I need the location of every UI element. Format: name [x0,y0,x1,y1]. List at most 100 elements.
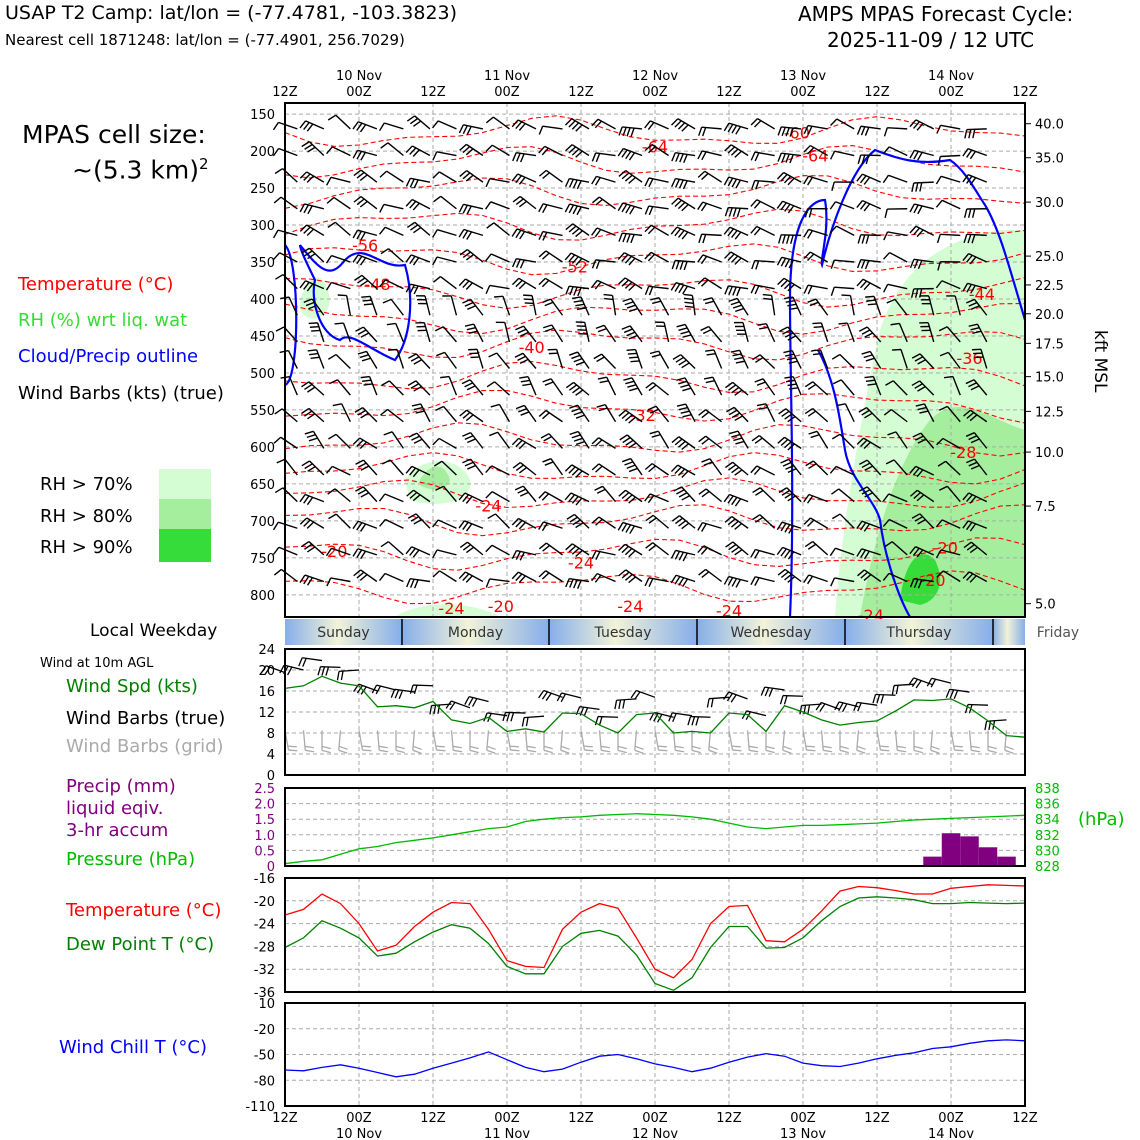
wind-barb-flag [618,699,622,709]
pressure-tick-label: 830 [1035,844,1060,859]
wind-barb-flag [338,745,348,750]
wind-barb-flag [935,519,943,528]
wind-barb-flag [299,224,308,232]
wind-barb-staff [278,121,298,130]
wind-barb-flag [727,123,734,133]
wind-barb-staff [387,142,404,157]
wind-barb-flag [831,488,840,495]
wind-barb-flag [575,470,583,478]
wind-barb-flag [519,259,525,269]
wind-barb-flag [564,203,571,213]
wind-barb-flag [829,150,836,160]
wind-barb-flag [544,461,554,466]
wind-barb-flag [962,492,970,501]
wind-barb-staff [387,541,404,556]
wind-barb-flag [787,443,795,451]
wind-barb-flag [264,666,271,675]
wind-barb-flag [575,440,585,446]
wind-barb-staff [889,251,908,263]
y-tick-label: -28 [254,940,275,955]
wind-barb-flag [304,430,314,435]
kft-tick-label: 25.0 [1035,250,1064,265]
temperature-contour [284,145,1026,179]
wind-barb-flag [697,522,704,531]
wind-barb-flag [674,283,681,292]
wind-barb-flag [969,177,977,186]
wind-barb-flag [678,577,685,586]
wind-barb-flag [591,152,597,162]
wind-barb-flag [628,152,636,161]
wind-barb-staff [657,430,670,449]
wind-barb-flag [782,329,791,335]
bottom-time-tick: 12Z [1012,1111,1038,1126]
wind-barb-flag [703,297,713,301]
wind-barb-flag [735,360,745,364]
wind-barb-flag [275,326,285,332]
wind-barb-staff [489,284,510,290]
wind-barb-staff [411,546,431,556]
kft-tick-label: 22.5 [1035,279,1064,294]
wind-barb-staff [504,322,511,343]
wind-barb-flag [648,465,656,473]
wind-barb-flag [597,376,607,380]
wind-barb-flag [651,433,661,438]
wind-barb-flag [311,329,321,332]
wind-barb-flag [462,125,468,135]
wind-barb-flag [304,143,313,150]
wind-barb-staff [895,431,908,449]
wind-barb-flag [671,118,679,126]
wind-barb-flag [684,301,694,305]
wind-barb-flag [526,745,536,749]
wind-barb-flag [621,149,628,158]
wind-barb-staff [602,485,617,503]
wind-barb-flag [724,207,729,217]
wind-barb-staff [894,683,915,687]
wind-barb-flag [634,745,644,750]
pressure-tick-label: 836 [1035,798,1060,813]
wind-barb-staff [389,459,404,476]
wind-barb-staff [360,169,378,183]
wind-barb-staff [280,568,298,583]
wind-barb-flag [515,259,521,268]
wind-barb-flag [966,521,973,531]
wind-barb-flag [962,520,969,529]
wind-barb-flag [808,463,817,470]
wind-barb-flag [731,546,740,553]
wind-barb-flag [698,568,707,576]
wind-barb-flag [356,171,365,179]
wind-barb-flag [750,284,756,294]
wind-barb-flag [856,173,863,182]
wind-barb-flag [807,298,817,303]
wind-barb-flag [750,199,758,207]
wind-barb-flag [727,146,736,154]
wind-barb-staff [946,326,961,343]
wind-barb-flag [408,432,418,438]
wind-barb-flag [859,175,867,184]
wind-barb-flag [357,329,367,335]
wind-barb-staff [395,323,405,343]
wind-barb-flag [789,154,794,164]
wind-barb-flag [624,461,634,466]
wind-barb-flag [914,356,924,362]
wind-barb-flag [591,175,597,185]
wind-barb-flag [519,153,525,163]
wind-barb-flag [299,517,308,525]
legend-temperature: Temperature (°C) [18,274,174,295]
wind-barb-flag [861,350,871,355]
wind-barb-flag [671,152,676,162]
wind-barb-flag [860,126,866,136]
wind-barb-flag [591,550,597,560]
wind-barb-flag [352,548,359,557]
wind-barb-flag [966,254,973,263]
wind-barb-flag [538,542,547,550]
wind-barb-flag [731,578,738,587]
wind-barb-staff [834,150,855,157]
rh-region [395,604,500,617]
wind-barb-flag [356,685,364,694]
wind-barb-flag [462,204,468,214]
wind-barb-flag [701,438,710,445]
wind-barb-flag [599,380,609,384]
wind-barb-staff [315,349,325,369]
wind-barb-flag [407,513,417,519]
